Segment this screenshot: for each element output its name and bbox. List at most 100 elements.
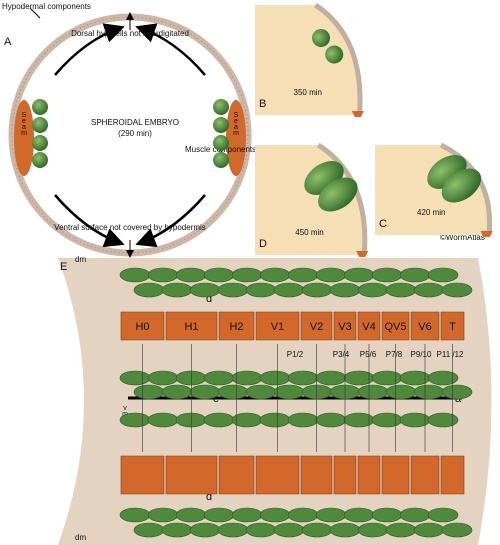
seam-cell (357, 311, 381, 341)
muscle-cell (203, 507, 235, 523)
seam-cell (300, 311, 333, 341)
seam-cell-label: QV5 (384, 321, 406, 333)
seam-cell-label: V1 (271, 321, 284, 333)
muscle-cell (119, 507, 151, 523)
muscle-cell (217, 384, 249, 400)
muscle-cell (259, 370, 291, 386)
tip (351, 111, 364, 117)
muscle-cell (357, 522, 389, 538)
muscle-cell (175, 370, 207, 386)
panel-label: E (60, 261, 67, 273)
dm-label: dm (75, 255, 86, 264)
muscle-cell (399, 370, 431, 386)
arrow (135, 23, 206, 76)
muscle-cell (413, 384, 445, 400)
muscle-cell (147, 370, 179, 386)
muscle-cell (357, 384, 389, 400)
panel-time: 450 min (295, 228, 323, 237)
muscle-cell (287, 370, 319, 386)
muscle-cell (119, 412, 151, 428)
muscle-cell (231, 267, 263, 283)
muscle-cell (413, 282, 445, 298)
seam-cell-label: T (449, 321, 456, 333)
d-label: d (206, 293, 212, 305)
muscle-cell (441, 522, 473, 538)
muscle-cell (399, 412, 431, 428)
muscle-cell (312, 29, 330, 47)
muscle-cell (413, 522, 445, 538)
body-wall (58, 258, 492, 545)
muscle-cell (213, 99, 229, 115)
seam (226, 100, 246, 176)
muscle-cell (32, 99, 48, 115)
muscle-cell (213, 117, 229, 133)
seam-label: Seam (232, 112, 239, 136)
muscle-cell (385, 522, 417, 538)
vm-label: vm (121, 405, 128, 417)
muscle-cell (287, 507, 319, 523)
muscle-cell (427, 412, 459, 428)
seam-cell (300, 455, 333, 495)
p-cell-label: P9/10 (411, 350, 432, 359)
seam-cell-label: H0 (135, 321, 149, 333)
muscle-cell (161, 384, 193, 400)
muscle-cell (343, 507, 375, 523)
seam-cell (440, 455, 465, 495)
muscle-cell (385, 384, 417, 400)
tip (480, 231, 493, 237)
muscle-cell (385, 282, 417, 298)
muscle-cell (315, 412, 347, 428)
muscle-cell (32, 135, 48, 151)
muscle-cell (133, 282, 165, 298)
muscle-cell (427, 267, 459, 283)
muscle-cell (371, 412, 403, 428)
muscle-cell (273, 522, 305, 538)
embryo-title: SPHEROIDAL EMBRYO (91, 118, 179, 127)
muscle-cell (371, 267, 403, 283)
seam-cell (410, 311, 440, 341)
seam-cell (357, 455, 381, 495)
muscle-cell (203, 412, 235, 428)
panel: B 350 min (255, 2, 364, 117)
p-cell-label: P1/2 (287, 350, 304, 359)
ventral-note: Ventral surface not covered by hypodermi… (54, 223, 206, 232)
hypodermis (314, 2, 363, 116)
seam-cell (440, 311, 465, 341)
muscle-cell (147, 267, 179, 283)
embryo-time: (290 min) (118, 129, 152, 138)
ring-dots (11, 16, 249, 254)
muscle-cell (259, 507, 291, 523)
hypodermal: Hypodermal components (2, 2, 91, 11)
muscle-cell (119, 267, 151, 283)
muscle-cell (32, 152, 48, 168)
seam-cell (410, 455, 440, 495)
muscle-cell (357, 282, 389, 298)
panel: D 450 min (255, 142, 369, 257)
muscle-cell (371, 507, 403, 523)
p-cell-label: P7/8 (386, 350, 403, 359)
muscle-cell (399, 267, 431, 283)
muscle-cell (133, 384, 165, 400)
dm-label: dm (75, 533, 86, 542)
panel-time: 420 min (417, 208, 445, 217)
muscle-cell (301, 282, 333, 298)
seam-cell-label: V4 (362, 321, 375, 333)
panel-label: A (4, 36, 12, 48)
seam-cell-label: V2 (310, 321, 323, 333)
panel-a: A Hypodermal components Dorsal hyp cells… (2, 2, 256, 258)
muscle-cell (217, 282, 249, 298)
seam-cell-label: H2 (229, 321, 243, 333)
muscle-cell (329, 282, 361, 298)
muscle-cell (343, 412, 375, 428)
muscle-cell (287, 412, 319, 428)
seam-cell (381, 455, 410, 495)
panel: C 420 min (375, 142, 493, 237)
muscle-cell (343, 267, 375, 283)
muscle-cell (315, 507, 347, 523)
muscle-cell (427, 370, 459, 386)
muscle-cell (203, 267, 235, 283)
d-label: d (206, 491, 212, 503)
muscle-cell (427, 507, 459, 523)
seam-cell (218, 311, 255, 341)
